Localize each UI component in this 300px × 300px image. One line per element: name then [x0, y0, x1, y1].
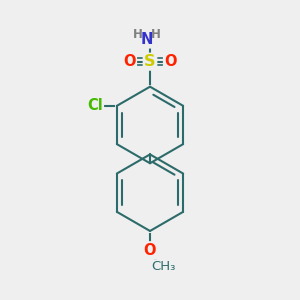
Text: CH₃: CH₃ — [151, 260, 175, 273]
Text: H: H — [151, 28, 161, 41]
Text: O: O — [123, 54, 136, 69]
Text: O: O — [164, 54, 177, 69]
Text: Cl: Cl — [87, 98, 103, 113]
Text: S: S — [144, 54, 156, 69]
Text: H: H — [133, 28, 143, 41]
Text: O: O — [144, 243, 156, 258]
Text: N: N — [141, 32, 153, 47]
